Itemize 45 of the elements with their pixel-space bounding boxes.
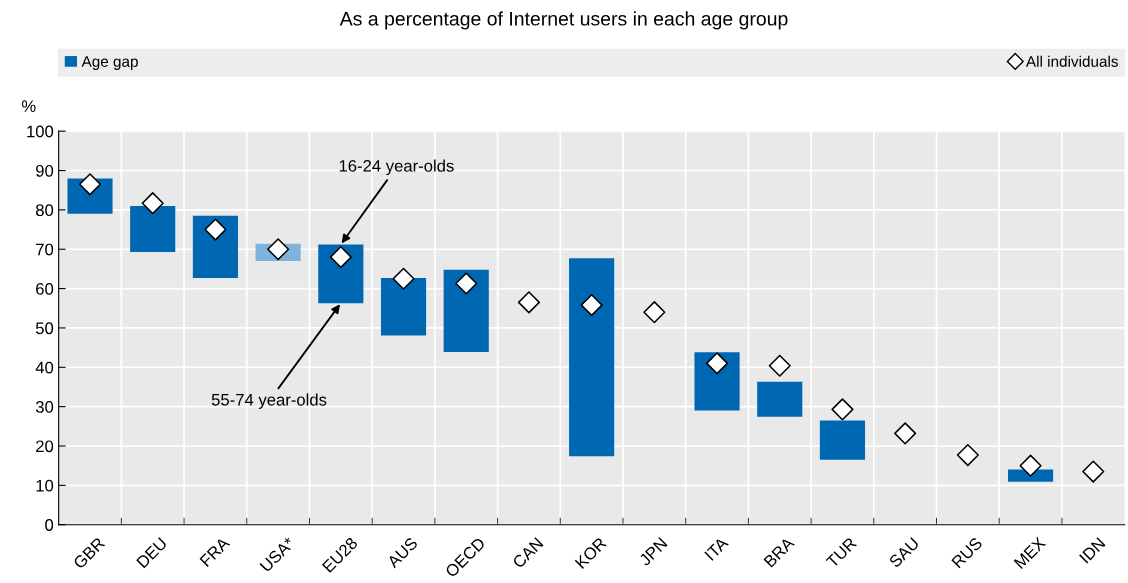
legend-label: Age gap <box>81 56 138 70</box>
bar <box>569 258 615 457</box>
legend-label: All individuals <box>1025 55 1118 67</box>
x-tick-label: ITA <box>704 536 729 561</box>
point <box>392 267 415 290</box>
point <box>1082 460 1105 483</box>
bar <box>130 205 176 252</box>
y-tick-label: 60 <box>36 282 54 295</box>
point <box>329 246 352 269</box>
bar <box>819 420 866 460</box>
point <box>894 422 917 445</box>
bar <box>443 269 489 352</box>
x-tick-label: IDN <box>1079 537 1106 564</box>
y-axis-title: % <box>21 100 36 112</box>
bar <box>694 352 740 411</box>
y-tick-label: 70 <box>36 243 54 256</box>
point <box>768 354 791 377</box>
y-tick-label: 80 <box>35 204 54 217</box>
y-tick-label: 50 <box>35 322 54 335</box>
x-tick-label: TUR <box>825 536 858 569</box>
point <box>643 301 666 324</box>
point <box>267 238 290 261</box>
point <box>204 218 227 241</box>
point <box>831 398 854 421</box>
point <box>141 192 164 215</box>
chart-title: As a percentage of Internet users in each age group <box>339 11 788 30</box>
bar <box>757 381 803 417</box>
point <box>1019 454 1042 477</box>
x-tick-label: FRA <box>199 536 231 567</box>
point <box>705 352 729 375</box>
y-tick-label: 40 <box>35 361 54 374</box>
y-tick-label: 30 <box>35 401 54 413</box>
y-tick-label: 10 <box>36 479 54 492</box>
bar <box>192 215 238 278</box>
point <box>517 291 540 314</box>
annotation: 55-74 year-olds <box>211 393 327 409</box>
y-tick-label: 20 <box>36 440 54 453</box>
y-tick-label: 100 <box>27 125 54 138</box>
point <box>455 272 478 295</box>
point <box>580 294 603 317</box>
point <box>956 443 979 467</box>
y-tick-label: 0 <box>45 519 54 531</box>
annotation: 16-24 year-olds <box>339 159 454 176</box>
bar <box>380 277 427 336</box>
y-tick-label: 90 <box>36 164 54 177</box>
